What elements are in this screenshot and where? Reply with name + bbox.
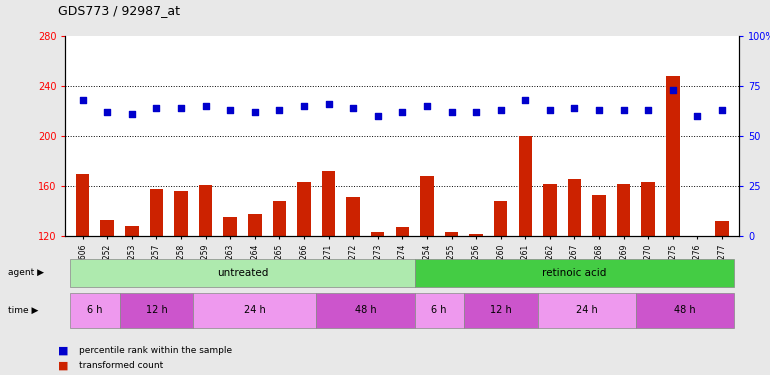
Bar bbox=[297, 182, 311, 375]
Bar bbox=[420, 176, 434, 375]
Point bbox=[667, 87, 679, 93]
Point bbox=[420, 103, 433, 109]
Point bbox=[347, 105, 360, 111]
Text: percentile rank within the sample: percentile rank within the sample bbox=[79, 346, 233, 355]
Point bbox=[691, 113, 704, 119]
Point bbox=[298, 103, 310, 109]
Bar bbox=[273, 201, 286, 375]
Point bbox=[470, 109, 482, 115]
Bar bbox=[322, 171, 335, 375]
Bar bbox=[470, 234, 483, 375]
Bar bbox=[518, 136, 532, 375]
Point bbox=[519, 97, 531, 103]
Point bbox=[494, 107, 507, 113]
Point bbox=[618, 107, 630, 113]
Bar bbox=[223, 217, 237, 375]
Text: 24 h: 24 h bbox=[576, 305, 598, 315]
Point bbox=[150, 105, 162, 111]
Point bbox=[175, 105, 187, 111]
Bar bbox=[691, 237, 704, 375]
Text: ■: ■ bbox=[58, 346, 69, 355]
Bar bbox=[494, 201, 507, 375]
Text: GDS773 / 92987_at: GDS773 / 92987_at bbox=[58, 4, 179, 17]
Bar bbox=[248, 214, 262, 375]
Bar bbox=[666, 76, 680, 375]
Text: retinoic acid: retinoic acid bbox=[542, 268, 607, 278]
Bar bbox=[371, 232, 384, 375]
Text: ■: ■ bbox=[58, 361, 69, 370]
Text: time ▶: time ▶ bbox=[8, 306, 38, 315]
Bar bbox=[199, 185, 213, 375]
Point bbox=[224, 107, 236, 113]
Point bbox=[397, 109, 409, 115]
Bar bbox=[174, 191, 188, 375]
Text: 48 h: 48 h bbox=[355, 305, 377, 315]
Point bbox=[372, 113, 384, 119]
Bar bbox=[715, 221, 728, 375]
Point bbox=[249, 109, 261, 115]
Text: 48 h: 48 h bbox=[675, 305, 696, 315]
Point bbox=[593, 107, 605, 113]
Point bbox=[101, 109, 113, 115]
Text: 12 h: 12 h bbox=[490, 305, 511, 315]
Text: 6 h: 6 h bbox=[431, 305, 447, 315]
Bar bbox=[592, 195, 606, 375]
Point bbox=[76, 97, 89, 103]
Text: 12 h: 12 h bbox=[146, 305, 167, 315]
Point bbox=[544, 107, 556, 113]
Text: 24 h: 24 h bbox=[244, 305, 266, 315]
Bar bbox=[641, 182, 655, 375]
Bar bbox=[101, 220, 114, 375]
Text: untreated: untreated bbox=[217, 268, 268, 278]
Text: 6 h: 6 h bbox=[87, 305, 102, 315]
Point bbox=[323, 101, 335, 107]
Bar bbox=[396, 228, 409, 375]
Bar bbox=[617, 184, 631, 375]
Point bbox=[642, 107, 654, 113]
Point bbox=[716, 107, 728, 113]
Bar bbox=[567, 178, 581, 375]
Bar bbox=[346, 197, 360, 375]
Bar bbox=[543, 184, 557, 375]
Point bbox=[199, 103, 212, 109]
Bar bbox=[149, 189, 163, 375]
Point bbox=[445, 109, 457, 115]
Point bbox=[273, 107, 286, 113]
Point bbox=[126, 111, 138, 117]
Bar bbox=[76, 174, 89, 375]
Bar bbox=[445, 232, 458, 375]
Text: transformed count: transformed count bbox=[79, 361, 163, 370]
Text: agent ▶: agent ▶ bbox=[8, 268, 44, 278]
Point bbox=[568, 105, 581, 111]
Bar bbox=[125, 226, 139, 375]
